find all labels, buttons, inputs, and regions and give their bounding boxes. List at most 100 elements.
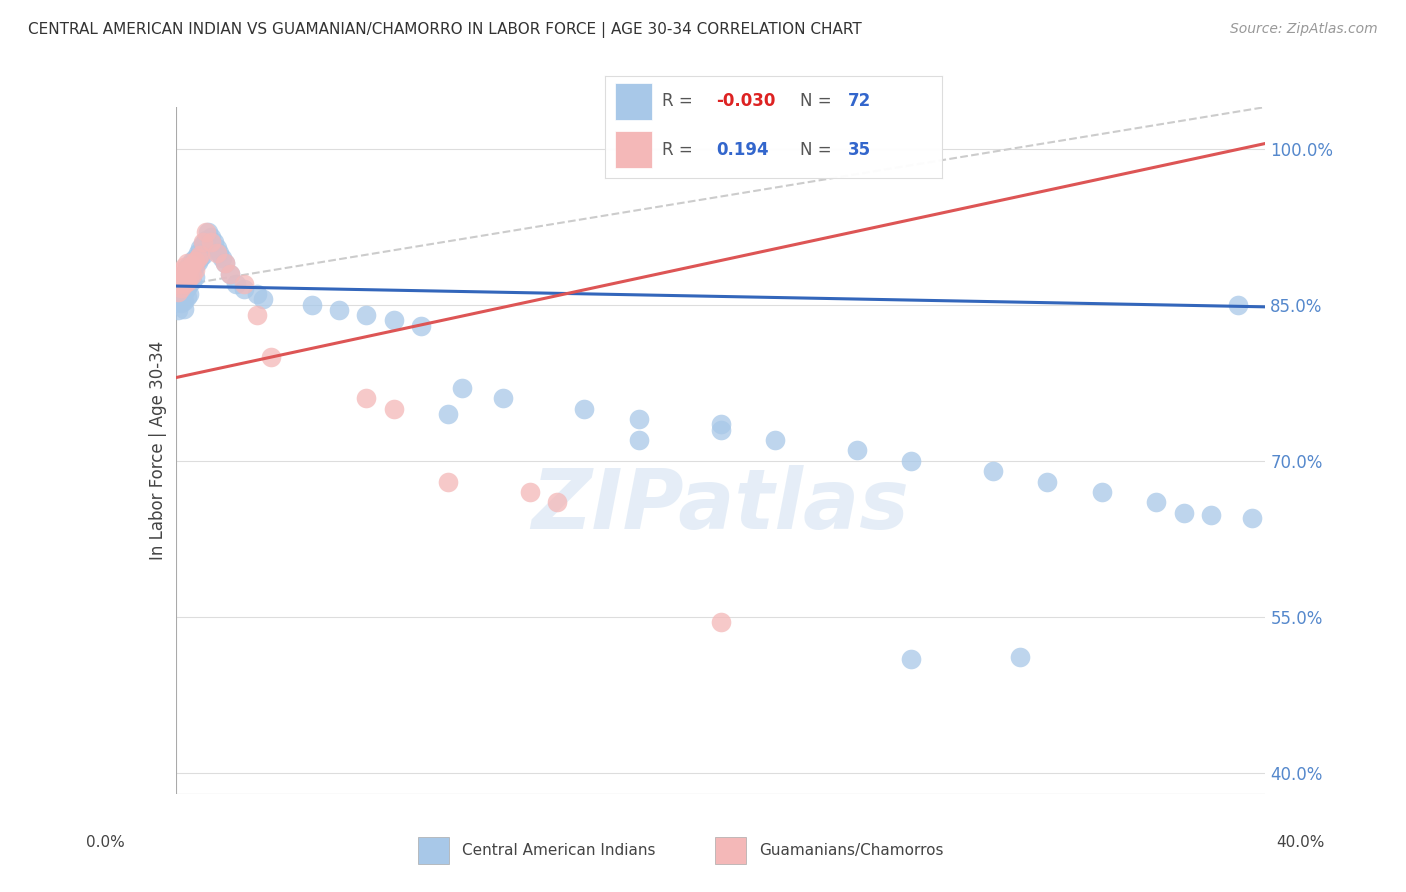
Point xyxy=(181,254,204,268)
Point xyxy=(763,433,786,447)
Point xyxy=(981,464,1004,478)
Point xyxy=(845,443,868,458)
Text: 0.194: 0.194 xyxy=(716,141,769,159)
Point xyxy=(167,277,190,291)
Point xyxy=(181,268,204,282)
Point xyxy=(170,264,193,278)
Point xyxy=(252,292,274,306)
Point xyxy=(260,350,283,364)
Point xyxy=(170,295,193,310)
Text: Source: ZipAtlas.com: Source: ZipAtlas.com xyxy=(1230,22,1378,37)
Point xyxy=(170,273,193,287)
Point xyxy=(200,230,222,244)
Text: N =: N = xyxy=(800,141,837,159)
Point xyxy=(1227,298,1250,312)
Point xyxy=(246,287,269,301)
Point xyxy=(176,271,198,285)
Point xyxy=(214,256,236,270)
Point xyxy=(200,235,222,250)
Point xyxy=(176,275,198,289)
Point xyxy=(356,392,378,406)
Point xyxy=(176,261,198,276)
Point xyxy=(219,267,242,281)
Point xyxy=(1036,475,1059,489)
Point xyxy=(710,615,733,630)
Point xyxy=(179,268,201,283)
Text: Guamanians/Chamorros: Guamanians/Chamorros xyxy=(759,843,943,857)
Text: ZIPatlas: ZIPatlas xyxy=(531,465,910,546)
Point xyxy=(181,258,204,272)
Point xyxy=(179,277,201,291)
Point xyxy=(232,277,254,291)
Point xyxy=(179,287,201,301)
Point xyxy=(208,245,231,260)
Point xyxy=(176,281,198,295)
Point xyxy=(219,267,242,281)
Point xyxy=(194,225,217,239)
Point xyxy=(186,251,209,265)
Point xyxy=(179,269,201,284)
Point xyxy=(409,318,432,333)
Point xyxy=(519,485,541,500)
Point xyxy=(167,285,190,300)
Point xyxy=(184,251,207,265)
Point xyxy=(627,433,650,447)
Point xyxy=(1173,506,1195,520)
Point xyxy=(173,267,195,281)
Point xyxy=(1144,495,1167,509)
Point xyxy=(232,282,254,296)
Point xyxy=(1199,508,1222,522)
Point xyxy=(205,240,228,255)
Point xyxy=(173,260,195,275)
Point xyxy=(437,475,460,489)
Point xyxy=(179,261,201,276)
Point xyxy=(173,301,195,316)
Point xyxy=(170,271,193,285)
Point xyxy=(492,392,515,406)
Point xyxy=(181,263,204,277)
Point xyxy=(301,298,323,312)
Bar xyxy=(614,131,652,168)
Point xyxy=(710,417,733,432)
Text: R =: R = xyxy=(662,93,697,111)
Text: R =: R = xyxy=(662,141,697,159)
Point xyxy=(170,279,193,293)
Point xyxy=(225,277,247,291)
Text: 40.0%: 40.0% xyxy=(1277,836,1324,850)
Text: 0.0%: 0.0% xyxy=(86,836,125,850)
Point xyxy=(167,285,190,300)
Point xyxy=(211,251,233,265)
Bar xyxy=(614,83,652,120)
Bar xyxy=(716,837,747,863)
Bar xyxy=(419,837,450,863)
Point xyxy=(205,245,228,260)
Point xyxy=(191,235,214,250)
Point xyxy=(202,235,225,250)
Point xyxy=(328,303,350,318)
Point xyxy=(184,259,207,273)
Point xyxy=(186,255,209,269)
Point xyxy=(173,277,195,291)
Point xyxy=(191,248,214,262)
Point xyxy=(173,285,195,300)
Point xyxy=(382,401,405,416)
Point xyxy=(450,381,472,395)
Point xyxy=(167,277,190,291)
Point xyxy=(176,256,198,270)
Point xyxy=(167,303,190,318)
Point xyxy=(1240,511,1263,525)
Text: -0.030: -0.030 xyxy=(716,93,775,111)
Point xyxy=(167,268,190,283)
Point xyxy=(356,308,378,322)
Point xyxy=(710,423,733,437)
Point xyxy=(188,251,211,265)
Text: N =: N = xyxy=(800,93,837,111)
Point xyxy=(184,263,207,277)
Point xyxy=(184,254,207,268)
Point xyxy=(181,274,204,288)
Point xyxy=(167,294,190,309)
Point xyxy=(900,651,922,665)
Point xyxy=(188,240,211,255)
Point xyxy=(214,256,236,270)
Point xyxy=(173,268,195,283)
